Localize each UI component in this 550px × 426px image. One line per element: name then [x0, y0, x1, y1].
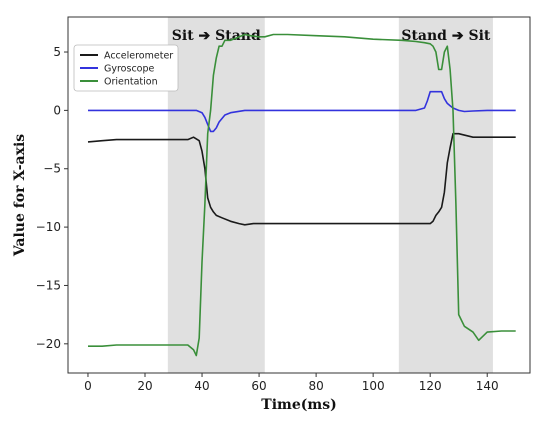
y-axis-ticks: 5 0 −5 −10 −15 −20: [36, 45, 68, 351]
band-label-1: Sit ➔ Stand: [172, 28, 261, 44]
y-tick-label: −5: [43, 162, 61, 176]
legend-label-orientation: Orientation: [104, 77, 158, 88]
shaded-band-1: [167, 17, 265, 373]
plot-frame: [67, 16, 531, 374]
legend-label-accelerometer: Accelerometer: [104, 51, 173, 62]
y-tick-label: −20: [36, 337, 61, 351]
x-tick-label: 20: [137, 379, 152, 393]
series-lines: [87, 33, 516, 357]
x-tick-label: 140: [476, 379, 499, 393]
y-tick-label: 0: [53, 103, 61, 117]
x-tick-label: 40: [194, 379, 209, 393]
x-tick-label: 100: [362, 379, 385, 393]
y-tick-label: −15: [36, 278, 61, 292]
y-tick-label: −10: [36, 220, 61, 234]
x-axis-ticks: 0 20 40 60 80 100 120 140: [84, 373, 499, 393]
legend: Accelerometer Gyroscope Orientation: [73, 44, 179, 92]
legend-label-gyroscope: Gyroscope: [104, 64, 155, 75]
band-label-2: Stand ➔ Sit: [401, 28, 491, 44]
x-tick-label: 80: [308, 379, 323, 393]
x-tick-label: 120: [419, 379, 442, 393]
y-tick-label: 5: [53, 45, 61, 59]
series-line-orientation: [88, 33, 516, 357]
shaded-bands: Sit ➔ Stand Stand ➔ Sit: [167, 17, 493, 373]
x-tick-label: 0: [84, 379, 92, 393]
legend-box: [73, 44, 179, 92]
y-axis-title: Value for X-axis: [12, 134, 28, 257]
series-line-gyroscope: [88, 90, 516, 133]
shaded-band-2: [398, 17, 493, 373]
x-axis-title: Time(ms): [261, 397, 336, 413]
x-tick-label: 60: [251, 379, 266, 393]
series-line-accelerometer: [87, 132, 516, 226]
